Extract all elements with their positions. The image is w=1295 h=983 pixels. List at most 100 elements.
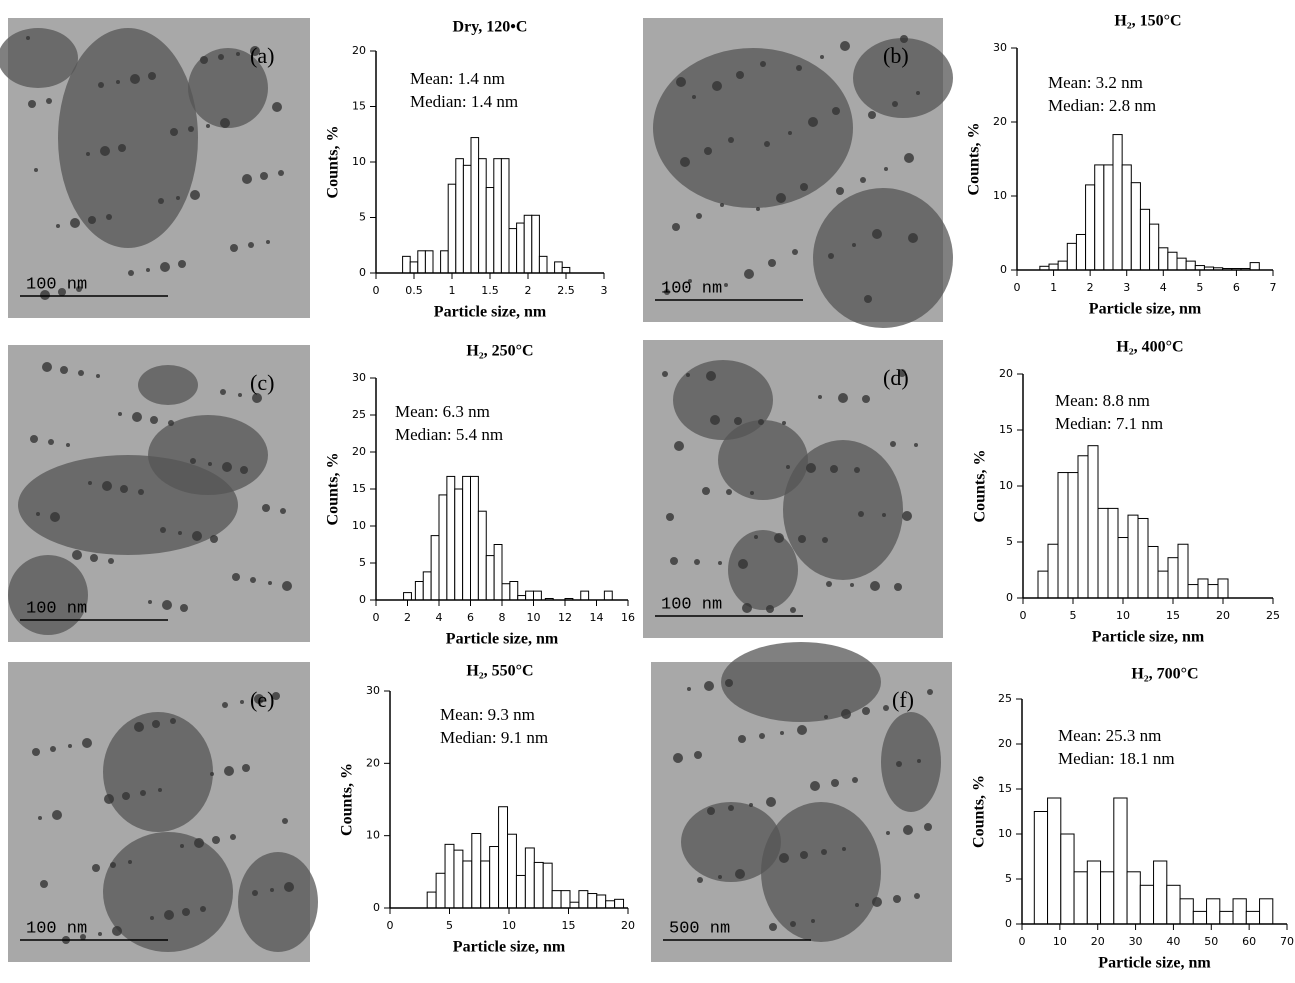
x-tick-label: 0 <box>373 284 380 297</box>
bar <box>508 228 518 274</box>
annotation: Median: 1.4 nm <box>410 92 518 111</box>
y-tick-label: 5 <box>1006 535 1013 548</box>
annotation: Median: 9.1 nm <box>440 728 548 747</box>
x-tick-label: 15 <box>562 919 576 932</box>
nanoparticle <box>704 147 712 155</box>
bar <box>1232 898 1247 925</box>
bar <box>1139 884 1155 925</box>
nanoparticle <box>120 485 128 493</box>
bar <box>1107 507 1119 599</box>
nanoparticle <box>914 443 918 447</box>
nanoparticle <box>734 417 742 425</box>
x-tick-label: 0 <box>1020 609 1027 622</box>
nanoparticle <box>266 240 270 244</box>
y-axis-label: Counts, % <box>339 763 356 836</box>
histogram: 0 5 10 15 20 0 10 20 30 H₂, 550°C Mean: 9.3 nm Medi… <box>339 663 635 956</box>
bar <box>1126 871 1141 925</box>
nanoparticle <box>704 681 714 691</box>
nanoparticle <box>810 781 820 791</box>
x-tick-label: 3 <box>601 284 608 297</box>
nanoparticle <box>32 748 40 756</box>
bar <box>453 849 464 909</box>
bar <box>493 158 502 274</box>
nanoparticle <box>718 875 722 879</box>
nanoparticle <box>86 152 90 156</box>
nanoparticle <box>200 56 208 64</box>
nanoparticle <box>790 921 796 927</box>
particle-shape <box>721 642 881 722</box>
bar <box>455 158 464 274</box>
x-tick-label: 5 <box>1196 281 1203 294</box>
histogram: 0 2 4 6 8 10 12 14 16 0 5 10 15 20 25 30 H₂, 250°C Mean: … <box>325 343 635 648</box>
x-tick-label: 8 <box>499 611 506 624</box>
y-tick-label: 10 <box>999 479 1013 492</box>
y-tick-label: 15 <box>999 423 1013 436</box>
scale-label: 500 nm <box>669 919 730 938</box>
nanoparticle <box>106 214 112 220</box>
bar <box>551 890 562 909</box>
nanoparticle <box>868 111 876 119</box>
x-tick-label: 30 <box>1129 935 1143 948</box>
scale-label: 100 nm <box>26 599 87 618</box>
nanoparticle <box>190 458 196 464</box>
nanoparticle <box>831 779 839 787</box>
nanoparticle <box>842 847 846 851</box>
nanoparticle <box>108 558 114 564</box>
nanoparticle <box>680 157 690 167</box>
nanoparticle <box>208 462 212 466</box>
bar <box>596 894 607 909</box>
x-tick-label: 1.5 <box>481 284 499 297</box>
bar <box>1157 570 1169 599</box>
bar <box>1147 545 1159 599</box>
nanoparticle <box>66 443 70 447</box>
particle-shape <box>103 832 233 952</box>
bar <box>1057 472 1069 599</box>
nanoparticle <box>674 441 684 451</box>
panel-label: (b) <box>883 43 909 68</box>
nanoparticle <box>902 511 912 521</box>
y-tick-label: 30 <box>366 684 380 697</box>
nanoparticle <box>182 908 190 916</box>
scale-label: 100 nm <box>661 279 722 298</box>
nanoparticle <box>728 805 734 811</box>
chart-title: H₂, 400°C <box>1116 339 1183 356</box>
bar <box>1185 260 1196 271</box>
y-tick-label: 20 <box>993 115 1007 128</box>
nanoparticle <box>128 860 132 864</box>
x-tick-label: 2 <box>404 611 411 624</box>
nanoparticle <box>766 797 776 807</box>
nanoparticle <box>828 253 834 259</box>
nanoparticle <box>826 581 832 587</box>
x-tick-label: 70 <box>1280 935 1294 948</box>
nanoparticle <box>250 577 256 583</box>
nanoparticle <box>914 893 920 899</box>
bar <box>1217 578 1229 599</box>
bar <box>1094 164 1105 271</box>
chart-title: Dry, 120•C <box>453 19 528 36</box>
nanoparticle <box>118 144 126 152</box>
nanoparticle <box>744 269 754 279</box>
nanoparticle <box>254 694 264 704</box>
y-tick-label: 25 <box>352 408 366 421</box>
nanoparticle <box>726 489 732 495</box>
nanoparticle <box>798 535 806 543</box>
nanoparticle <box>222 702 228 708</box>
nanoparticle <box>724 283 728 287</box>
x-axis-label: Particle size, nm <box>434 304 547 321</box>
annotation: Median: 5.4 nm <box>395 425 503 444</box>
nanoparticle <box>194 838 204 848</box>
nanoparticle <box>60 366 68 374</box>
bar <box>603 590 613 601</box>
bar <box>470 137 480 274</box>
nanoparticle <box>210 535 218 543</box>
y-tick-label: 20 <box>998 737 1012 750</box>
nanoparticle <box>164 910 174 920</box>
bar <box>1158 247 1169 271</box>
y-tick-label: 30 <box>352 371 366 384</box>
bar <box>493 544 503 601</box>
nanoparticle <box>758 419 764 425</box>
bar <box>507 833 517 909</box>
bar <box>1060 833 1075 925</box>
x-tick-label: 6 <box>1233 281 1240 294</box>
nanoparticle <box>178 260 186 268</box>
